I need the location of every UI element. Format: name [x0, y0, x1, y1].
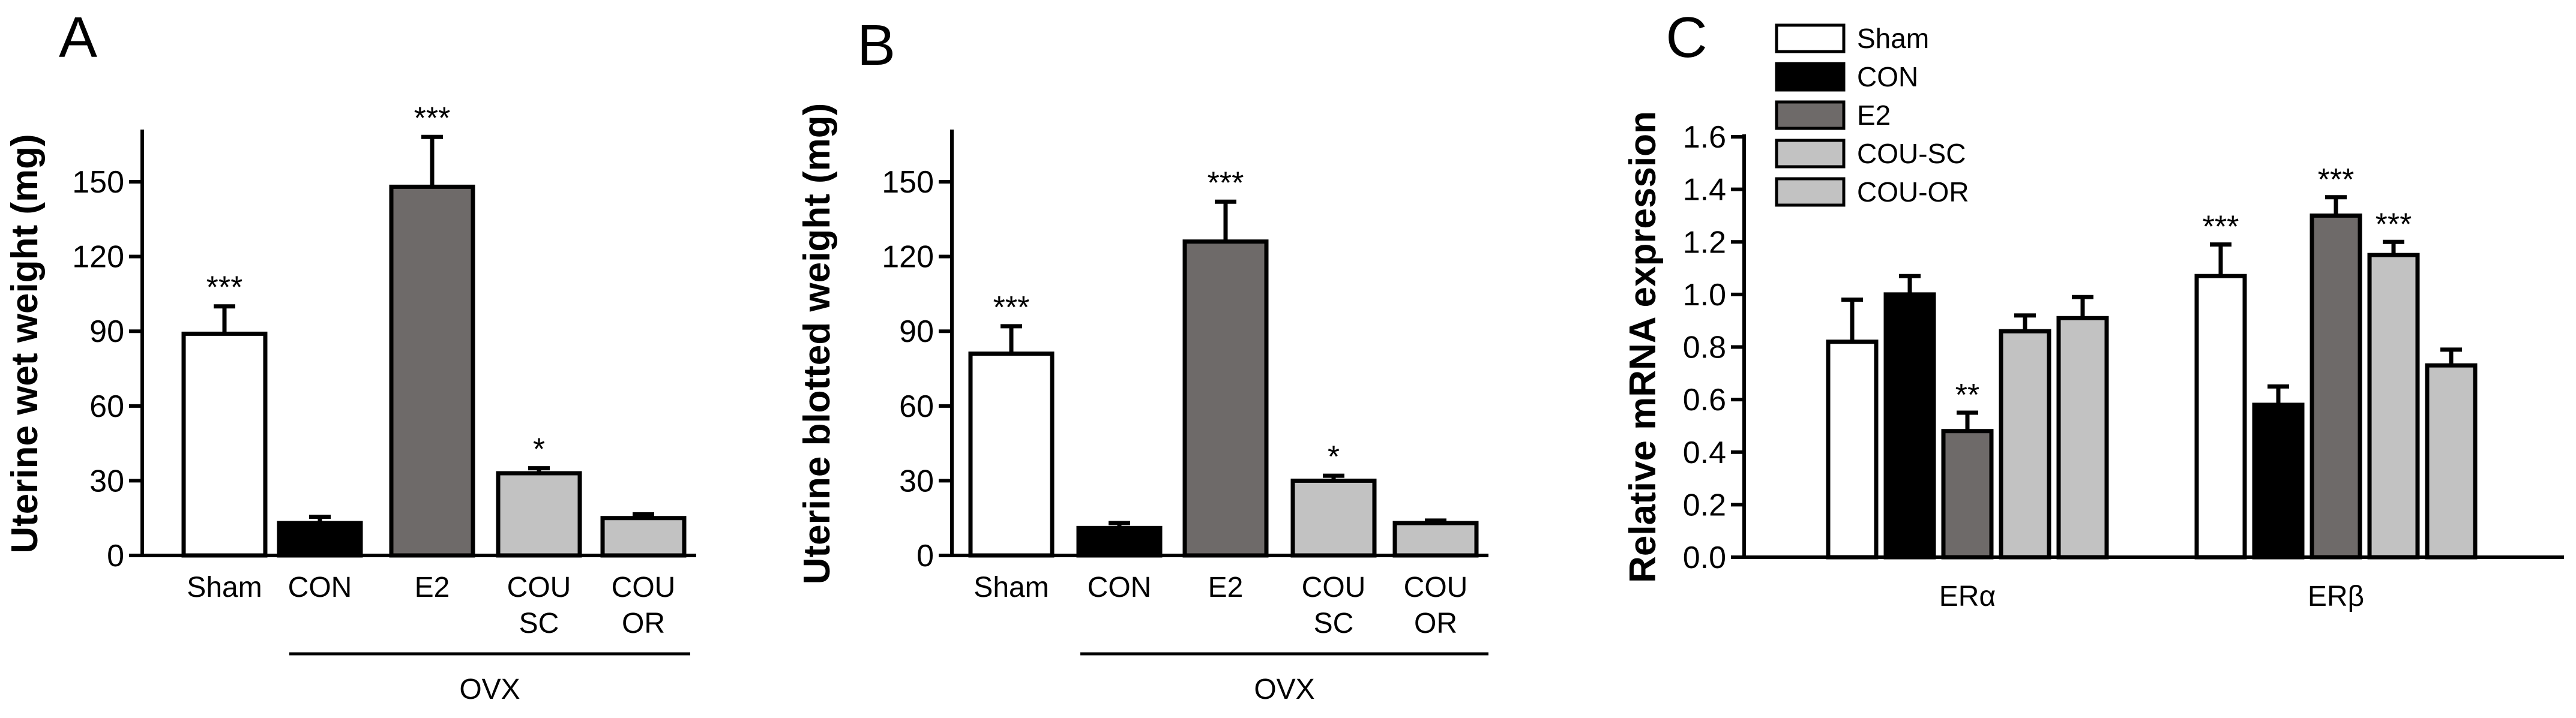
significance-label: ***	[414, 101, 451, 136]
significance-label: ***	[993, 290, 1030, 325]
significance-label: ***	[1208, 166, 1244, 200]
y-tick-label: 120	[882, 240, 934, 275]
y-tick-label: 0.2	[1683, 488, 1726, 522]
significance-label: *	[533, 432, 545, 467]
y-tick-label: 150	[882, 165, 934, 200]
x-tick-label: COU	[1404, 572, 1468, 603]
y-tick-label: 150	[72, 165, 124, 200]
bar-2	[1182, 239, 1269, 558]
x-tick-label: Sham	[187, 572, 262, 603]
legend-item-label: Sham	[1857, 23, 1929, 54]
y-tick-label: 0	[916, 539, 934, 573]
significance-label: ***	[2203, 210, 2239, 245]
y-tick-label: 0.0	[1683, 540, 1726, 575]
bar-con-1	[2252, 402, 2305, 560]
y-tick-label: 60	[899, 389, 934, 424]
y-tick-label: 60	[89, 389, 124, 424]
significance-label: ***	[2376, 207, 2412, 242]
y-tick-label: 1.2	[1683, 225, 1726, 260]
bar-cou-sc-0	[1999, 329, 2051, 560]
bar-1	[1076, 525, 1163, 558]
bar-cou-sc-1	[2367, 253, 2420, 560]
x-tick-label: ERα	[1939, 581, 1996, 612]
y-axis-title: Relative mRNA expression	[1622, 111, 1664, 583]
y-tick-label: 30	[899, 464, 934, 498]
y-tick-label: 1.4	[1683, 173, 1726, 208]
bar-0	[181, 331, 268, 558]
bar-sham-1	[2194, 274, 2247, 560]
bar-cou-or-1	[2425, 363, 2478, 560]
x-tick-label: ERβ	[2308, 581, 2364, 612]
bar-4	[1392, 521, 1479, 558]
x-tick-label: SC	[519, 608, 559, 639]
legend-item-label: COU-OR	[1857, 176, 1969, 208]
legend-swatch-cou-sc	[1775, 139, 1846, 169]
panel-letter: A	[59, 5, 97, 70]
group-label: OVX	[1254, 674, 1314, 705]
y-tick-label: 0	[107, 539, 124, 573]
bar-1	[277, 521, 363, 558]
x-tick-label: OR	[1414, 608, 1457, 639]
y-tick-label: 30	[89, 464, 124, 498]
y-tick-label: 90	[89, 314, 124, 349]
legend-item-label: E2	[1857, 100, 1891, 131]
x-tick-label: E2	[1208, 572, 1244, 603]
bar-2	[389, 184, 475, 558]
x-tick-label: Sham	[974, 572, 1049, 603]
x-tick-label: OR	[622, 608, 665, 639]
y-axis-title: Uterine blotted weight (mg)	[796, 103, 838, 585]
group-label: OVX	[459, 674, 520, 705]
legend-swatch-con	[1775, 62, 1846, 92]
bar-sham-0	[1826, 340, 1879, 560]
bar-0	[968, 352, 1055, 558]
bar-con-0	[1883, 292, 1936, 560]
bar-3	[496, 471, 582, 558]
panel-letter: B	[857, 13, 895, 77]
y-tick-label: 0.6	[1683, 383, 1726, 417]
x-tick-label: COU	[612, 572, 676, 603]
legend-swatch-cou-or	[1775, 177, 1846, 207]
bar-e2-0	[1941, 429, 1994, 560]
legend-swatch-e2	[1775, 100, 1846, 130]
bar-4	[600, 516, 687, 558]
x-tick-label: CON	[288, 572, 352, 603]
significance-label: ***	[206, 271, 243, 305]
legend-item-label: COU-SC	[1857, 138, 1966, 169]
x-tick-label: CON	[1088, 572, 1152, 603]
significance-label: **	[1955, 378, 1979, 413]
x-tick-label: E2	[415, 572, 450, 603]
panel-letter: C	[1666, 5, 1707, 70]
y-tick-label: 1.0	[1683, 278, 1726, 313]
bar-3	[1290, 478, 1377, 558]
y-tick-label: 0.8	[1683, 331, 1726, 365]
y-tick-label: 0.4	[1683, 435, 1726, 470]
significance-label: ***	[2318, 163, 2355, 197]
y-tick-label: 120	[72, 240, 124, 275]
y-tick-label: 1.6	[1683, 120, 1726, 155]
x-tick-label: COU	[507, 572, 571, 603]
bar-cou-or-0	[2056, 316, 2109, 560]
legend-swatch-sham	[1775, 23, 1846, 53]
legend-item-label: CON	[1857, 61, 1918, 92]
x-tick-label: COU	[1302, 572, 1366, 603]
bar-e2-1	[2310, 213, 2362, 560]
x-tick-label: SC	[1314, 608, 1354, 639]
y-axis-title: Uterine wet weight (mg)	[4, 134, 46, 553]
significance-label: *	[1328, 440, 1340, 474]
y-tick-label: 90	[899, 314, 934, 349]
